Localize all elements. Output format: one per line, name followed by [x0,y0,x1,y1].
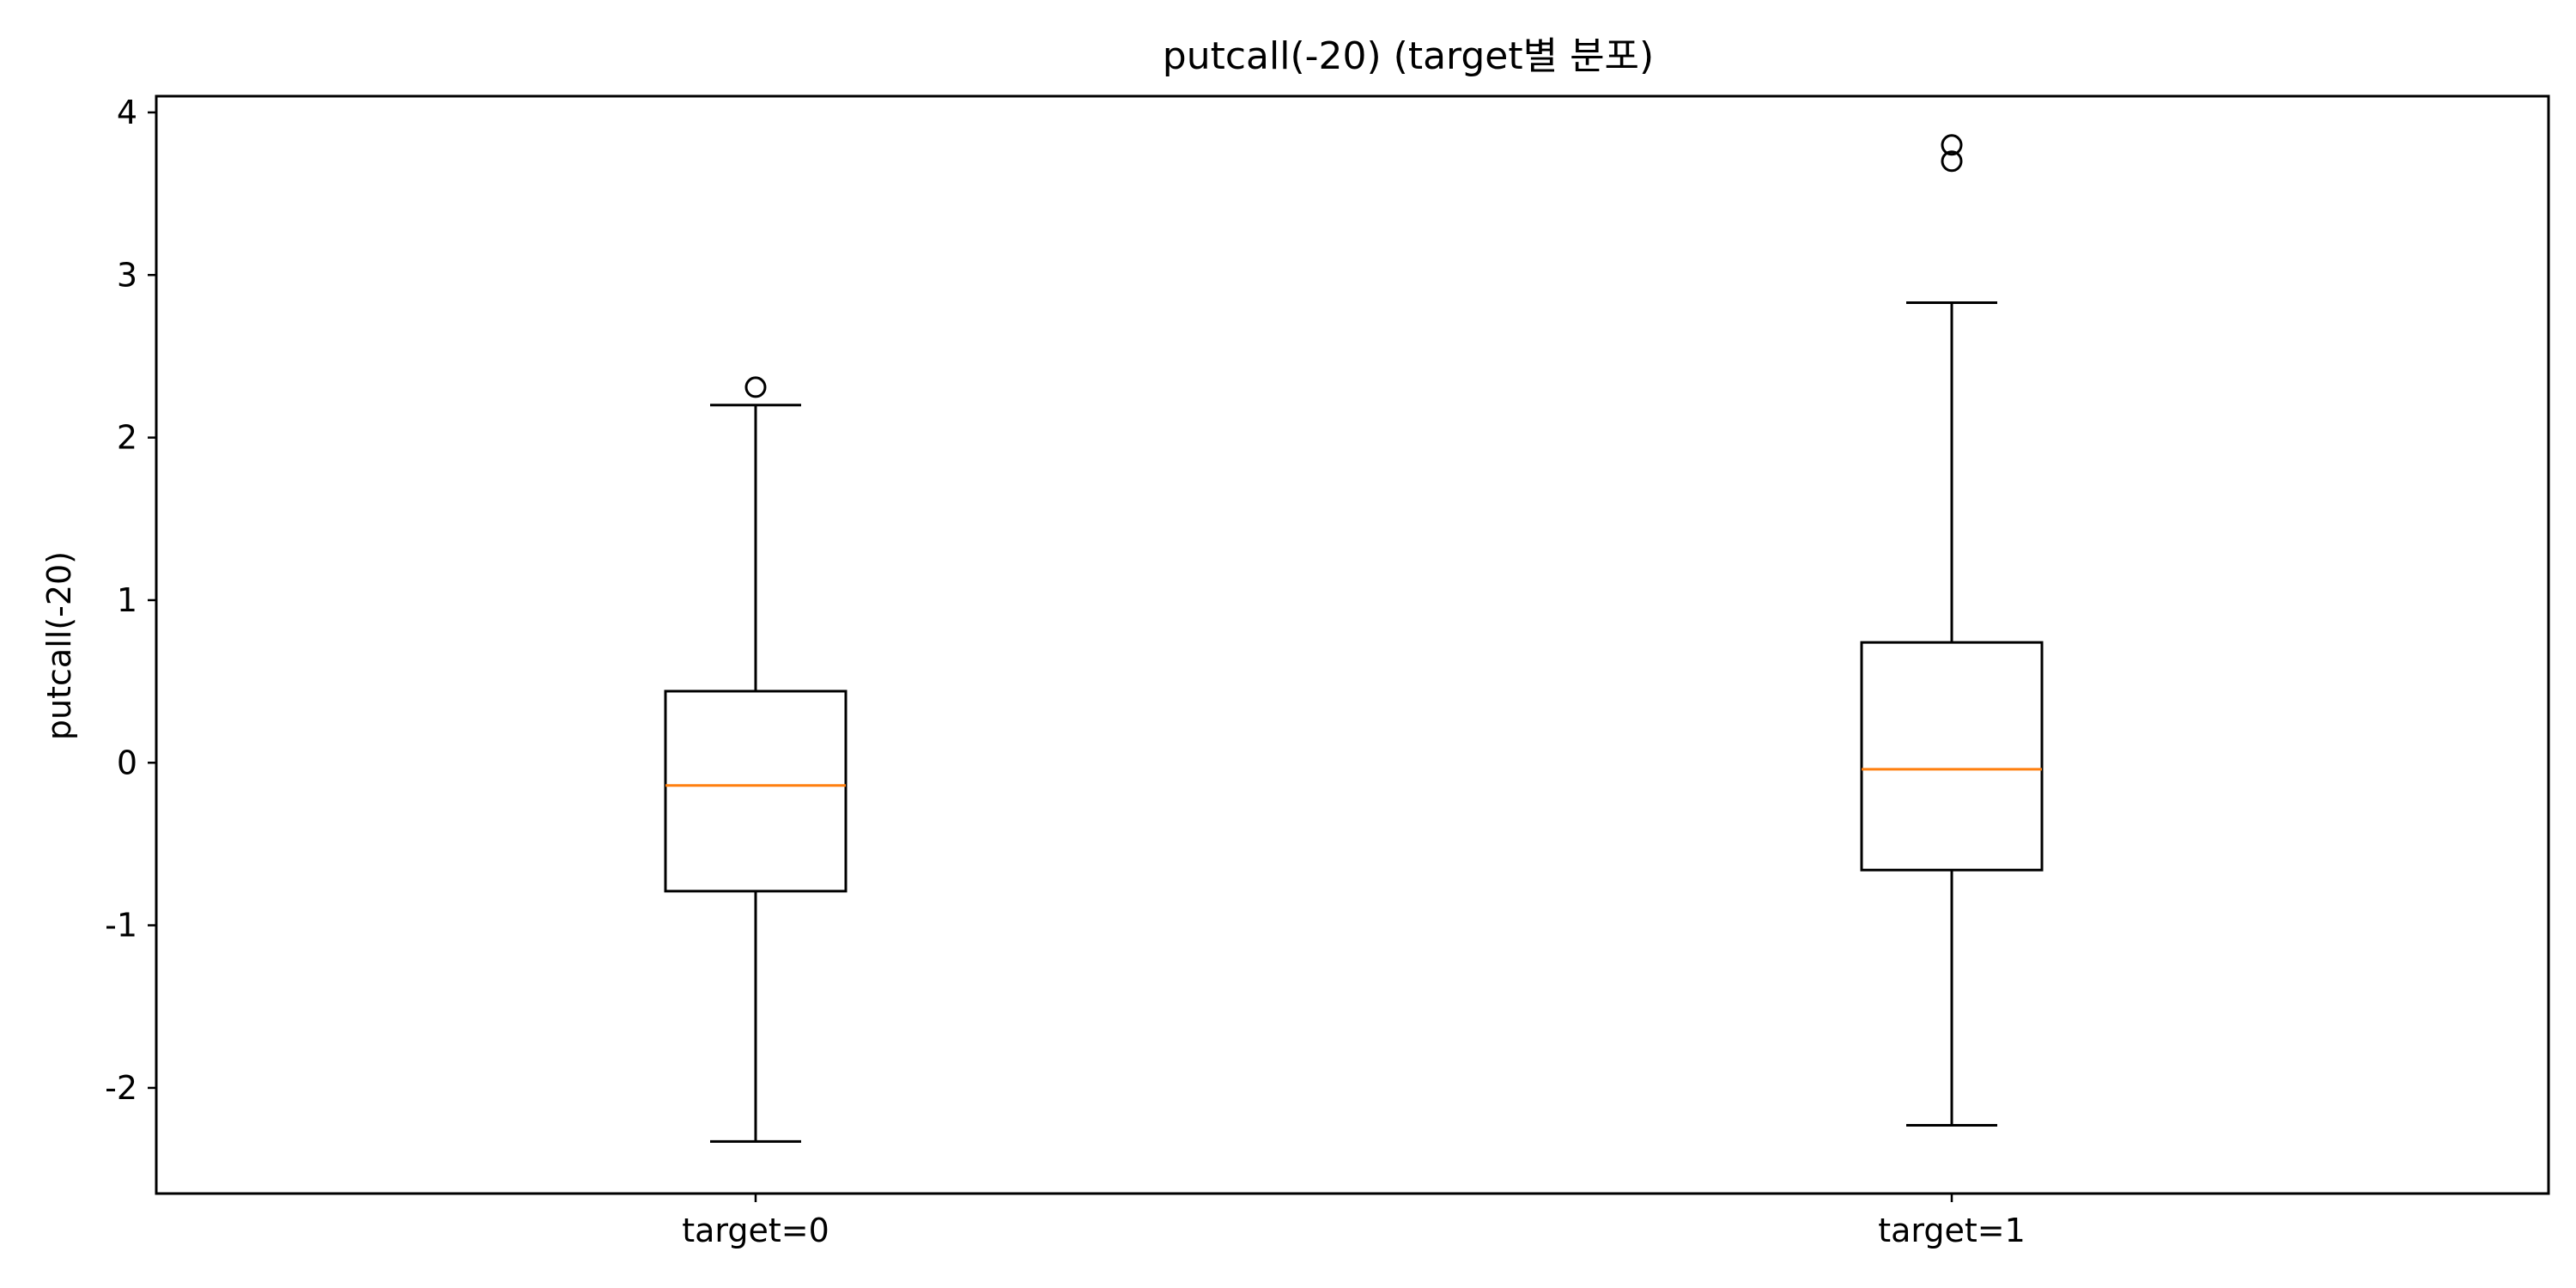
x-tick-label: target=1 [1878,1212,2026,1249]
outlier-point [744,376,767,398]
y-tick-label: 4 [117,94,137,131]
box-iqr [1860,641,2044,872]
plot-frame [155,94,2550,1195]
y-axis-title: putcall(-20) [40,551,78,740]
plot-area: -2 -1 0 1 2 3 4 target=0 target=1 [105,94,2044,1249]
y-tick-label: 0 [117,744,137,781]
chart-title: putcall(-20) (target별 분포) [1163,34,1654,78]
y-tick-label: -1 [105,907,137,945]
y-tick-label: -2 [105,1069,137,1107]
y-tick-label: 1 [117,581,137,619]
outlier-point [1941,134,1963,156]
y-tick-label: 3 [117,256,137,294]
outlier-point [1941,150,1963,173]
x-tick-label: target=0 [682,1212,829,1249]
y-tick-label: 2 [117,419,137,457]
box-iqr [664,690,848,893]
